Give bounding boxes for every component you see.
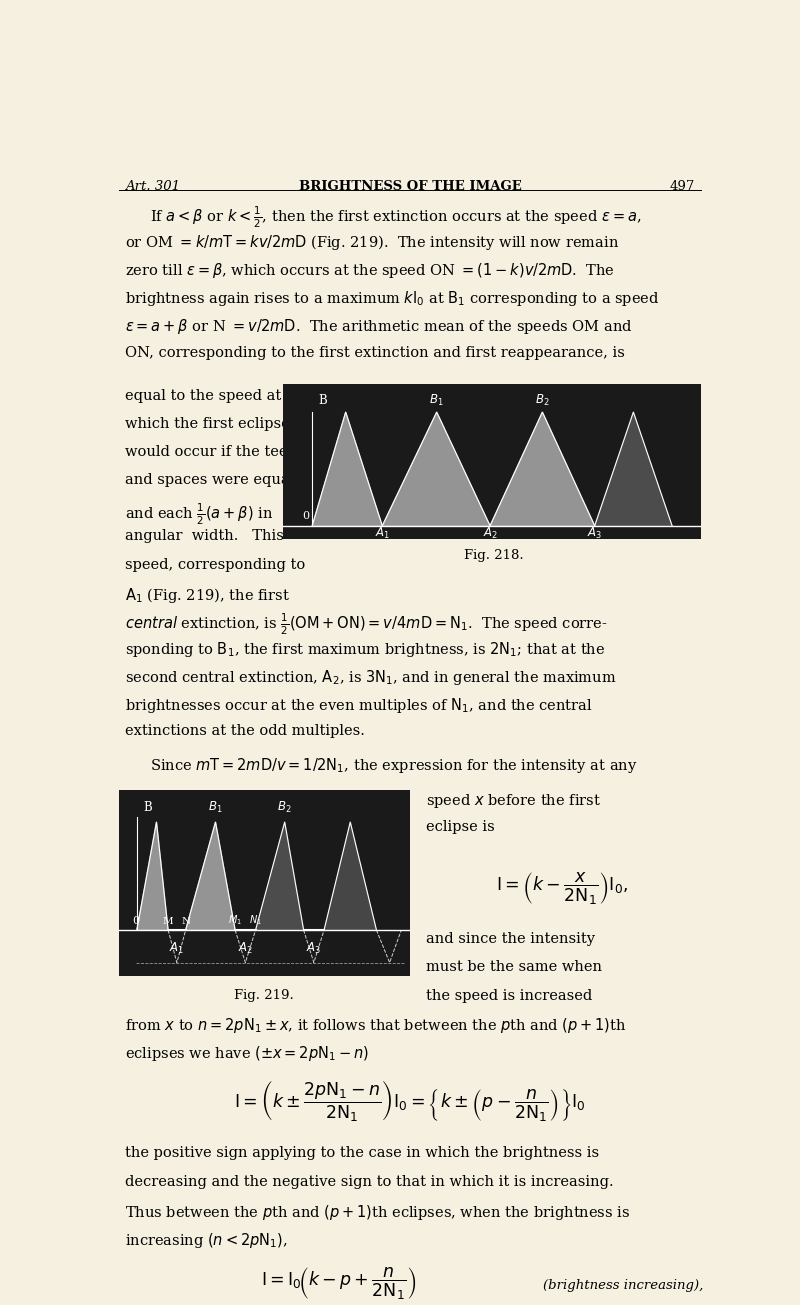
Text: and since the intensity: and since the intensity — [426, 932, 594, 946]
Text: speed $x$ before the first: speed $x$ before the first — [426, 792, 601, 809]
Text: brightnesses occur at the even multiples of $\mathrm{N}_1$, and the central: brightnesses occur at the even multiples… — [125, 696, 593, 715]
Text: must be the same when: must be the same when — [426, 960, 602, 975]
Text: which the first eclipse: which the first eclipse — [125, 416, 290, 431]
Text: $\mathrm{I} = \left(k \pm \dfrac{2p\mathrm{N}_1 - n}{2\mathrm{N}_1}\right)\mathr: $\mathrm{I} = \left(k \pm \dfrac{2p\math… — [234, 1078, 586, 1124]
Text: decreasing and the negative sign to that in which it is increasing.: decreasing and the negative sign to that… — [125, 1174, 614, 1189]
Text: Fig. 218.: Fig. 218. — [464, 549, 523, 562]
Text: zero till $\epsilon = \beta$, which occurs at the speed ON $= (1 - k)v/2m\mathrm: zero till $\epsilon = \beta$, which occu… — [125, 261, 614, 281]
Text: would occur if the teeth: would occur if the teeth — [125, 445, 302, 459]
Text: 497: 497 — [670, 180, 695, 193]
Text: $\mathrm{I} = \left(k - \dfrac{x}{2\mathrm{N}_1}\right)\mathrm{I}_0,$: $\mathrm{I} = \left(k - \dfrac{x}{2\math… — [496, 870, 628, 906]
Text: and spaces were equal,: and spaces were equal, — [125, 474, 299, 487]
Text: brightness again rises to a maximum $k\mathrm{I}_0$ at $\mathrm{B}_1$ correspond: brightness again rises to a maximum $k\m… — [125, 290, 659, 308]
Text: $\mathrm{I} = \mathrm{I}_0\!\left(k - p + \dfrac{n}{2\mathrm{N}_1}\right)$: $\mathrm{I} = \mathrm{I}_0\!\left(k - p … — [261, 1265, 417, 1301]
Text: Art. 301: Art. 301 — [125, 180, 180, 193]
Text: sponding to $\mathrm{B}_1$, the first maximum brightness, is $2\mathrm{N}_1$; th: sponding to $\mathrm{B}_1$, the first ma… — [125, 639, 605, 659]
Text: $\mathit{central}$ extinction, is $\frac{1}{2}(\mathrm{OM} + \mathrm{ON}) = v/4m: $\mathit{central}$ extinction, is $\frac… — [125, 612, 608, 637]
Text: If $a < \beta$ or $k < \frac{1}{2}$, then the first extinction occurs at the spe: If $a < \beta$ or $k < \frac{1}{2}$, the… — [150, 205, 641, 230]
Text: extinctions at the odd multiples.: extinctions at the odd multiples. — [125, 724, 365, 739]
Text: from $x$ to $n = 2p\mathrm{N}_1 \pm x$, it follows that between the $p$th and $(: from $x$ to $n = 2p\mathrm{N}_1 \pm x$, … — [125, 1015, 626, 1035]
Text: or OM $= k/m\mathrm{T} = kv/2m\mathrm{D}$ (Fig. 219).  The intensity will now re: or OM $= k/m\mathrm{T} = kv/2m\mathrm{D}… — [125, 234, 619, 252]
Text: the speed is increased: the speed is increased — [426, 989, 592, 1002]
Text: $\epsilon = a + \beta$ or N $= v/2m\mathrm{D}$.  The arithmetic mean of the spee: $\epsilon = a + \beta$ or N $= v/2m\math… — [125, 317, 632, 337]
Text: Fig. 219.: Fig. 219. — [234, 989, 294, 1002]
Text: increasing $(n < 2p\mathrm{N}_1)$,: increasing $(n < 2p\mathrm{N}_1)$, — [125, 1231, 287, 1250]
Text: ON, corresponding to the first extinction and first reappearance, is: ON, corresponding to the first extinctio… — [125, 346, 625, 359]
Text: (brightness increasing),: (brightness increasing), — [543, 1279, 704, 1292]
Text: angular  width.   This: angular width. This — [125, 530, 284, 543]
Text: second central extinction, $\mathrm{A}_2$, is $3\mathrm{N}_1$, and in general th: second central extinction, $\mathrm{A}_2… — [125, 668, 616, 686]
Text: eclipses we have $(\pm x = 2p\mathrm{N}_1 - n)$: eclipses we have $(\pm x = 2p\mathrm{N}_… — [125, 1044, 369, 1062]
Text: Since $m\mathrm{T} = 2m\mathrm{D}/v = 1/2\mathrm{N}_1$, the expression for the i: Since $m\mathrm{T} = 2m\mathrm{D}/v = 1/… — [150, 757, 637, 775]
Text: the positive sign applying to the case in which the brightness is: the positive sign applying to the case i… — [125, 1146, 599, 1160]
Text: and each $\frac{1}{2}(a + \beta)$ in: and each $\frac{1}{2}(a + \beta)$ in — [125, 501, 273, 527]
Text: eclipse is: eclipse is — [426, 820, 494, 834]
Text: Thus between the $p$th and $(p + 1)$th eclipses, when the brightness is: Thus between the $p$th and $(p + 1)$th e… — [125, 1203, 630, 1221]
Text: $\mathrm{A}_1$ (Fig. 219), the first: $\mathrm{A}_1$ (Fig. 219), the first — [125, 586, 290, 604]
Text: equal to the speed at: equal to the speed at — [125, 389, 281, 403]
Text: BRIGHTNESS OF THE IMAGE: BRIGHTNESS OF THE IMAGE — [298, 180, 522, 193]
Text: speed, corresponding to: speed, corresponding to — [125, 557, 305, 572]
